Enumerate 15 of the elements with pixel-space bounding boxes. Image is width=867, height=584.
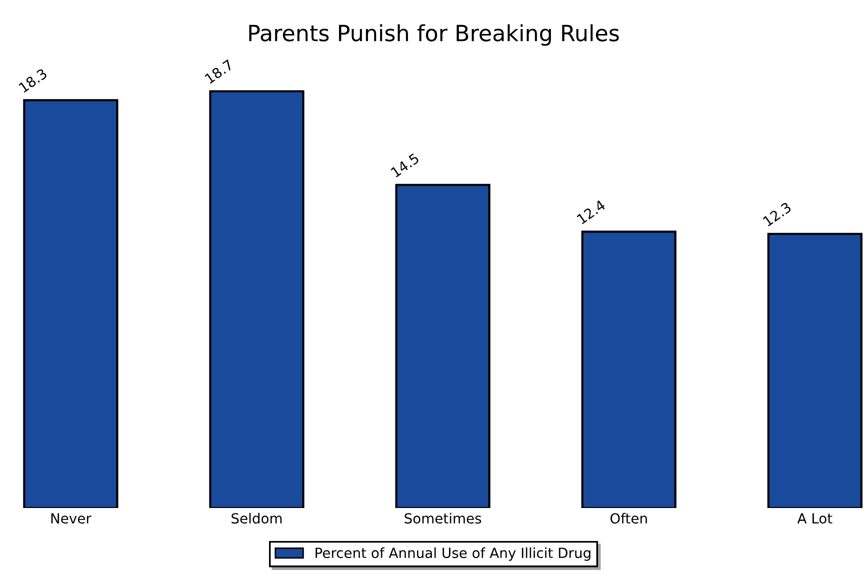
x-tick-label: Never [51,513,92,524]
bar [395,184,490,508]
x-tick-label: Often [610,512,647,524]
legend-label: Percent of Annual Use of Any Illicit Drug [316,547,590,561]
bar [581,230,676,508]
bar [23,99,118,508]
x-tick-label: Seldom [232,512,282,524]
chart-title: Parents Punish for Breaking Rules [249,24,619,46]
data-label: 12.3 [762,202,792,227]
bar [767,232,862,508]
x-tick-label: A Lot [797,513,832,524]
data-label: 12.4 [576,199,606,224]
x-tick-label: Sometimes [404,512,482,524]
bar [209,90,304,508]
data-label: 18.3 [18,68,48,93]
